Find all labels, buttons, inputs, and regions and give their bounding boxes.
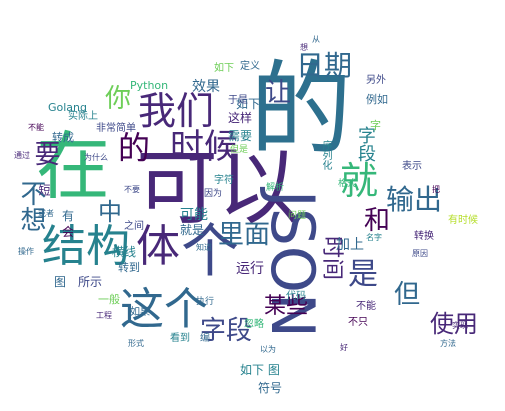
word-jiegou: 结构 — [42, 221, 130, 272]
word-buyao: 不要 — [124, 185, 140, 194]
word-ruxia: 如下 — [236, 97, 261, 111]
word-zhege-ge: 个 — [171, 220, 239, 278]
word-gongcheng: 工程 — [96, 311, 112, 320]
word-riqi: 日期 — [296, 49, 353, 82]
word-zhong: 中 — [98, 198, 122, 226]
word-de: 的 — [250, 51, 352, 170]
word-shiyong: 使用 — [430, 310, 478, 338]
word-buzhi: 不只 — [348, 317, 368, 328]
word-shixian: 实现 — [452, 321, 468, 330]
word-tu: 图 — [54, 275, 67, 289]
word-golang: Golang — [48, 101, 88, 114]
word-wenti: 问题 — [288, 211, 307, 221]
word-ruguo: 如果 — [130, 307, 150, 318]
word-cong: 从 — [312, 35, 320, 44]
word-de-small: 的 — [118, 129, 151, 167]
word-feichang: 非常简单 — [96, 123, 136, 134]
word-ziduan2: 字段 — [355, 126, 376, 162]
word-yushi: 于是 — [228, 95, 248, 106]
word-xuyao: 需要 — [228, 129, 253, 143]
word-fanfa: 方法 — [440, 339, 456, 348]
word-rang: 让 — [265, 78, 292, 108]
word-zi: 字 — [370, 119, 381, 132]
word-zhixing: 执行 — [196, 297, 215, 307]
word-biaoshi: 表示 — [402, 161, 422, 172]
word-shijian: 时间 — [319, 236, 344, 281]
word-keyi: 可以 — [136, 141, 301, 236]
word-youshihou: 有时候 — [448, 215, 478, 226]
word-yinwei: 因为 — [204, 189, 223, 199]
word-yiwei: 以为 — [260, 345, 276, 354]
word-lingwai: 另外 — [366, 75, 386, 86]
word-python: Python — [130, 79, 169, 92]
word-zifu: 字符 — [214, 175, 234, 186]
word-kandao: 看到 — [170, 333, 190, 344]
word-huozhe: 或者 — [38, 209, 54, 218]
word-zhege: 这个 — [120, 284, 208, 335]
word-buneng: 不能 — [28, 123, 44, 132]
word-geshi: 格式 — [338, 179, 357, 189]
word-hengxian: 横线 — [112, 245, 137, 259]
word-tongguo: 通过 — [14, 151, 30, 160]
word-you: 有 — [62, 209, 75, 223]
word-yiban: 一般 — [98, 293, 120, 306]
word-xiaoguo: 效果 — [192, 79, 220, 95]
word-xingshi: 形式 — [128, 339, 144, 348]
word-zhuandao: 转到 — [118, 261, 140, 274]
word-women: 我们 — [138, 89, 215, 133]
word-shi: 是 — [348, 257, 378, 292]
word-zheyang: 这样 — [228, 111, 253, 125]
word-shijishang: 实际上 — [68, 111, 98, 122]
word-rutu: 如下 图 — [240, 363, 280, 377]
word-zhidao: 知道 — [196, 243, 212, 252]
word-liru: 例如 — [366, 93, 388, 106]
word-zhuanhuan: 转换 — [414, 231, 434, 242]
word-jiashang: 加上 — [336, 237, 364, 253]
word-shuchu: 输出 — [386, 183, 443, 216]
word-buneng2: 不能 — [356, 301, 376, 312]
word-jiexi: 解析 — [266, 183, 285, 193]
word-suoshi: 所示 — [78, 275, 103, 289]
word-ni: 你 — [105, 84, 132, 114]
word-jiu: 就 — [340, 159, 379, 203]
word-daima: 代码 — [286, 291, 306, 302]
word-mingzi: 名字 — [366, 233, 382, 242]
word-zhijian: 之间 — [124, 221, 144, 232]
word-ti: 体 — [136, 221, 180, 272]
word-dan: 但 — [394, 280, 421, 310]
word-buxiang: 不想 — [16, 180, 46, 232]
word-xuliehua: 序列化 — [320, 140, 331, 170]
word-fuhao: 符号 — [258, 381, 283, 395]
word-he: 和 — [364, 206, 391, 236]
word-json: JSON — [257, 190, 327, 338]
word-weishi: 为什么 — [84, 153, 108, 162]
word-zhuancheng: 转成 — [52, 131, 74, 144]
word-limian: 里面 — [218, 220, 271, 250]
word-ziduan: 字段 — [200, 316, 253, 346]
word-hulue: 忽略 — [244, 319, 264, 330]
word-bian: 编 — [200, 333, 210, 344]
word-shihou: 时候 — [170, 127, 238, 167]
word-caozuo: 操作 — [18, 247, 34, 256]
word-ba: 把 — [432, 185, 440, 194]
word-xiang: 想 — [300, 43, 308, 52]
word-keneng: 可能 — [180, 207, 208, 223]
word-yao: 要 — [30, 140, 60, 166]
word-duan: 短 — [37, 184, 51, 196]
word-yunxing: 运行 — [236, 261, 264, 277]
word-hui: 会 — [62, 225, 75, 239]
word-ruxia2: 如下 — [214, 63, 234, 74]
word-danshi: 但是 — [230, 145, 249, 155]
word-hao: 好 — [340, 343, 348, 352]
word-dingyi: 定义 — [240, 61, 260, 72]
word-mouxie: 某些 — [264, 294, 309, 319]
word-yuanyin: 原因 — [412, 249, 428, 258]
word-zai: 在 — [36, 124, 110, 210]
word-jiushi: 就是 — [180, 223, 205, 237]
